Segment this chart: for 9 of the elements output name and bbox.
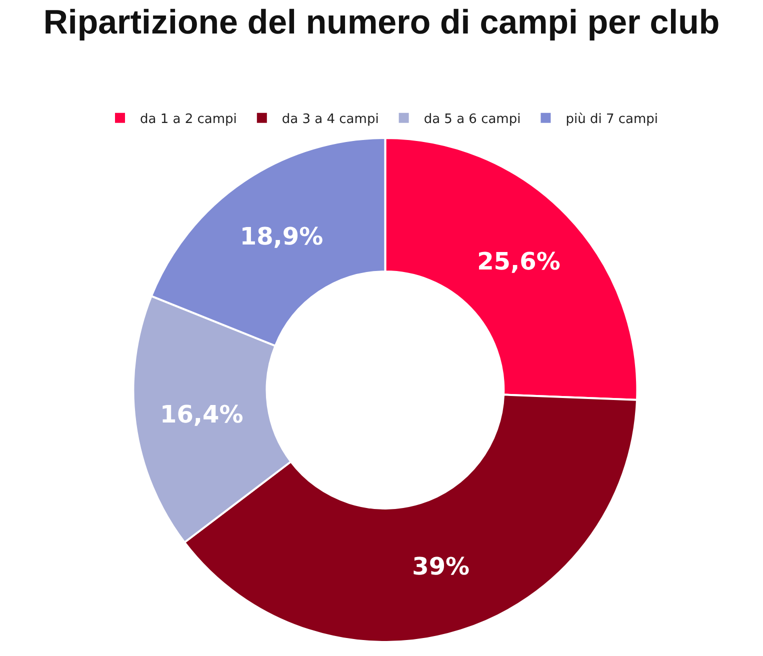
- data-label: 18,9%: [240, 222, 324, 251]
- legend-label: da 5 a 6 campi: [424, 112, 521, 127]
- data-label: 39%: [412, 552, 470, 581]
- legend-label: più di 7 campi: [566, 112, 658, 127]
- legend-label: da 1 a 2 campi: [140, 112, 237, 127]
- data-label: 25,6%: [477, 248, 560, 276]
- chart-title: Ripartizione del numero di campi per club: [43, 4, 720, 42]
- legend-label: da 3 a 4 campi: [282, 112, 379, 127]
- data-label: 16,4%: [160, 400, 244, 429]
